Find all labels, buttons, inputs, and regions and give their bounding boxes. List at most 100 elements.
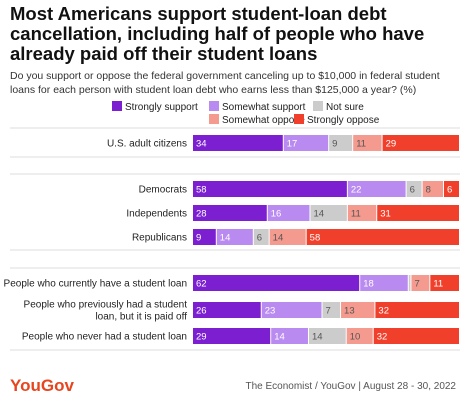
bar-segment-somewhat-oppose xyxy=(353,135,382,151)
data-label: 18 xyxy=(363,279,374,290)
bar-segment-not-sure xyxy=(406,181,422,197)
data-label: 8 xyxy=(426,185,431,196)
legend-label: Strongly oppose xyxy=(307,115,380,126)
bar-segment-not-sure xyxy=(329,135,353,151)
row-label: People who currently have a student loan xyxy=(4,279,187,290)
data-label: 14 xyxy=(273,233,284,244)
data-label: 17 xyxy=(287,139,298,150)
data-label: 14 xyxy=(312,332,323,343)
data-label: 14 xyxy=(220,233,231,244)
bar-segment-not-sure xyxy=(310,205,347,221)
bar-segment-somewhat-oppose xyxy=(411,275,430,291)
bar-segment-somewhat-support xyxy=(261,302,322,318)
bar-segment-somewhat-oppose xyxy=(422,181,443,197)
bar-segment-strongly-oppose xyxy=(373,328,459,344)
legend-item-strongly-support: Strongly support xyxy=(112,101,198,114)
data-label: 11 xyxy=(351,209,361,220)
data-label: 58 xyxy=(196,185,207,196)
data-label: 6 xyxy=(410,185,415,196)
row-label: U.S. adult citizens xyxy=(107,139,187,150)
bar-segment-somewhat-support xyxy=(267,205,310,221)
row-label-line: People who currently have a student loan xyxy=(4,279,187,290)
legend-label: Not sure xyxy=(326,102,364,113)
data-label: 9 xyxy=(196,233,201,244)
data-label: 34 xyxy=(196,139,207,150)
data-label: 29 xyxy=(196,332,207,343)
data-label: 13 xyxy=(344,306,355,317)
legend-item-not-sure: Not sure xyxy=(313,101,364,114)
bar-segment-somewhat-oppose xyxy=(346,328,373,344)
data-label: 10 xyxy=(350,332,361,343)
data-label: 29 xyxy=(386,139,397,150)
row-label: Democrats xyxy=(139,185,187,196)
row-label: People who previously had a student loan,… xyxy=(24,300,188,323)
row-label-line: Republicans xyxy=(132,233,187,244)
legend-swatch xyxy=(294,114,304,124)
data-label: 31 xyxy=(380,209,391,220)
bar-segment-strongly-support xyxy=(193,205,267,221)
yougov-logo: YouGov xyxy=(10,376,74,395)
data-label: 14 xyxy=(313,209,324,220)
legend-item-strongly-oppose: Strongly oppose xyxy=(294,114,379,127)
bar-segment-strongly-oppose xyxy=(443,181,459,197)
data-label: 16 xyxy=(271,209,282,220)
bar-segment-not-sure xyxy=(408,275,411,291)
data-label: 7 xyxy=(326,306,331,317)
legend-label: Somewhat support xyxy=(222,102,306,113)
bar-segment-strongly-oppose xyxy=(382,135,459,151)
bar-segment-strongly-support xyxy=(193,135,283,151)
row-label: Independents xyxy=(126,209,187,220)
legend-label: Somewhat oppose xyxy=(222,115,305,126)
bar-segment-somewhat-support xyxy=(283,135,329,151)
row-label-line: Independents xyxy=(126,209,187,220)
chart-title: Most Americans support student-loan debt… xyxy=(10,3,425,64)
legend-swatch xyxy=(313,101,323,111)
data-label: 58 xyxy=(310,233,321,244)
bar-segment-strongly-support xyxy=(193,302,261,318)
data-label: 7 xyxy=(414,279,419,290)
data-label: 11 xyxy=(433,279,443,290)
legend-swatch xyxy=(209,114,219,124)
bar-segment-strongly-oppose xyxy=(375,302,459,318)
bar-segment-somewhat-support xyxy=(347,181,406,197)
bar-segment-not-sure xyxy=(253,229,269,245)
bar-segment-somewhat-oppose xyxy=(347,205,377,221)
bar-segment-strongly-support xyxy=(193,275,360,291)
data-label: 22 xyxy=(351,185,362,196)
bar-segment-strongly-oppose xyxy=(377,205,459,221)
legend-label: Strongly support xyxy=(125,102,198,113)
row-label-line: People who never had a student loan xyxy=(22,332,187,343)
chart-subtitle: Do you support or oppose the federal gov… xyxy=(10,70,440,96)
row-label-line: U.S. adult citizens xyxy=(107,139,187,150)
data-label: 14 xyxy=(274,332,285,343)
bar-segment-somewhat-support xyxy=(360,275,408,291)
data-label: 28 xyxy=(196,209,207,220)
row-label-line: loan, but it is paid off xyxy=(95,312,187,323)
row-label: People who never had a student loan xyxy=(22,332,187,343)
data-label: 32 xyxy=(378,306,389,317)
data-label: 9 xyxy=(332,139,337,150)
legend-item-somewhat-oppose: Somewhat oppose xyxy=(209,114,305,127)
row-label-line: Democrats xyxy=(139,185,187,196)
bar-segment-strongly-support xyxy=(193,181,347,197)
bar-segment-somewhat-oppose xyxy=(341,302,375,318)
source-note: The Economist / YouGov | August 28 - 30,… xyxy=(245,381,456,392)
data-label: 6 xyxy=(447,185,452,196)
bar-segment-somewhat-support xyxy=(271,328,308,344)
data-label: 6 xyxy=(257,233,262,244)
data-label: 23 xyxy=(265,306,276,317)
bar-segment-not-sure xyxy=(322,302,341,318)
data-label: 26 xyxy=(196,306,207,317)
data-label: 32 xyxy=(377,332,388,343)
bar-segment-strongly-support xyxy=(193,328,271,344)
bar-segment-strongly-oppose xyxy=(306,229,459,245)
data-label: 11 xyxy=(356,139,366,150)
row-label-line: People who previously had a student xyxy=(24,300,188,311)
bar-segment-strongly-support xyxy=(193,229,216,245)
bar-segment-somewhat-oppose xyxy=(269,229,306,245)
data-label: 62 xyxy=(196,279,207,290)
bar-segment-strongly-oppose xyxy=(430,275,459,291)
bar-segment-not-sure xyxy=(308,328,346,344)
legend-item-somewhat-support: Somewhat support xyxy=(209,101,305,114)
